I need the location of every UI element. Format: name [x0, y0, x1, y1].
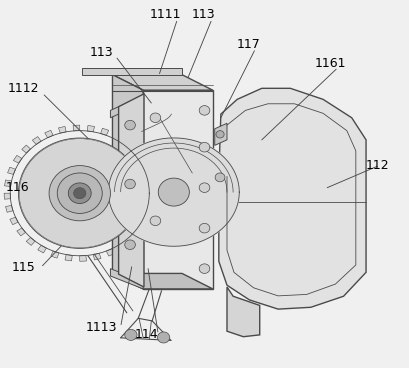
Polygon shape [219, 88, 366, 309]
Text: 112: 112 [365, 159, 389, 172]
Circle shape [57, 173, 102, 213]
Polygon shape [112, 75, 213, 90]
Polygon shape [108, 138, 239, 246]
Circle shape [199, 142, 210, 152]
Text: 1113: 1113 [85, 321, 117, 334]
Text: 116: 116 [5, 181, 29, 194]
Polygon shape [45, 130, 53, 138]
Polygon shape [65, 255, 72, 261]
Polygon shape [112, 273, 213, 289]
Polygon shape [137, 223, 146, 231]
Polygon shape [144, 212, 152, 219]
Text: 113: 113 [90, 46, 113, 59]
Circle shape [150, 216, 161, 226]
Circle shape [125, 179, 135, 189]
Text: 1112: 1112 [8, 82, 40, 95]
Polygon shape [87, 125, 94, 132]
Circle shape [125, 240, 135, 250]
Polygon shape [213, 162, 227, 193]
Circle shape [157, 332, 170, 343]
Circle shape [19, 139, 140, 248]
Polygon shape [142, 162, 150, 169]
Polygon shape [134, 151, 143, 159]
Circle shape [49, 166, 110, 221]
Polygon shape [38, 245, 46, 253]
Polygon shape [113, 134, 122, 141]
Polygon shape [82, 68, 182, 75]
Circle shape [199, 264, 210, 273]
Circle shape [216, 131, 224, 138]
Polygon shape [227, 287, 260, 337]
Circle shape [150, 113, 161, 123]
Polygon shape [80, 255, 86, 261]
Polygon shape [17, 228, 26, 236]
Polygon shape [13, 155, 22, 163]
Polygon shape [106, 249, 115, 256]
Text: 1111: 1111 [150, 8, 182, 21]
Polygon shape [93, 253, 101, 260]
Circle shape [68, 183, 91, 204]
Polygon shape [119, 94, 144, 287]
Circle shape [125, 329, 137, 340]
Polygon shape [6, 205, 13, 212]
Circle shape [18, 138, 141, 248]
Polygon shape [124, 141, 133, 149]
Circle shape [199, 223, 210, 233]
Polygon shape [129, 233, 138, 241]
Polygon shape [143, 90, 213, 289]
Text: 1161: 1161 [315, 57, 346, 70]
Polygon shape [101, 128, 109, 135]
Circle shape [199, 106, 210, 115]
Circle shape [125, 120, 135, 130]
Polygon shape [26, 237, 35, 245]
Text: 113: 113 [192, 8, 216, 21]
Text: 117: 117 [237, 38, 261, 51]
Polygon shape [32, 137, 41, 145]
Polygon shape [58, 127, 66, 133]
Text: 115: 115 [12, 261, 36, 275]
Polygon shape [110, 269, 143, 289]
Polygon shape [110, 96, 143, 118]
Polygon shape [22, 145, 31, 153]
Circle shape [158, 178, 189, 206]
Polygon shape [118, 242, 127, 250]
Polygon shape [51, 251, 59, 258]
Polygon shape [112, 75, 143, 289]
Circle shape [199, 183, 210, 192]
Circle shape [215, 173, 225, 182]
Polygon shape [146, 174, 154, 181]
Circle shape [74, 188, 86, 199]
Polygon shape [4, 193, 11, 199]
Polygon shape [4, 180, 11, 187]
Polygon shape [73, 125, 80, 131]
Polygon shape [215, 123, 227, 145]
Polygon shape [149, 187, 155, 193]
Polygon shape [8, 167, 16, 174]
Text: 114: 114 [135, 328, 158, 342]
Polygon shape [10, 217, 18, 225]
Polygon shape [148, 200, 155, 206]
